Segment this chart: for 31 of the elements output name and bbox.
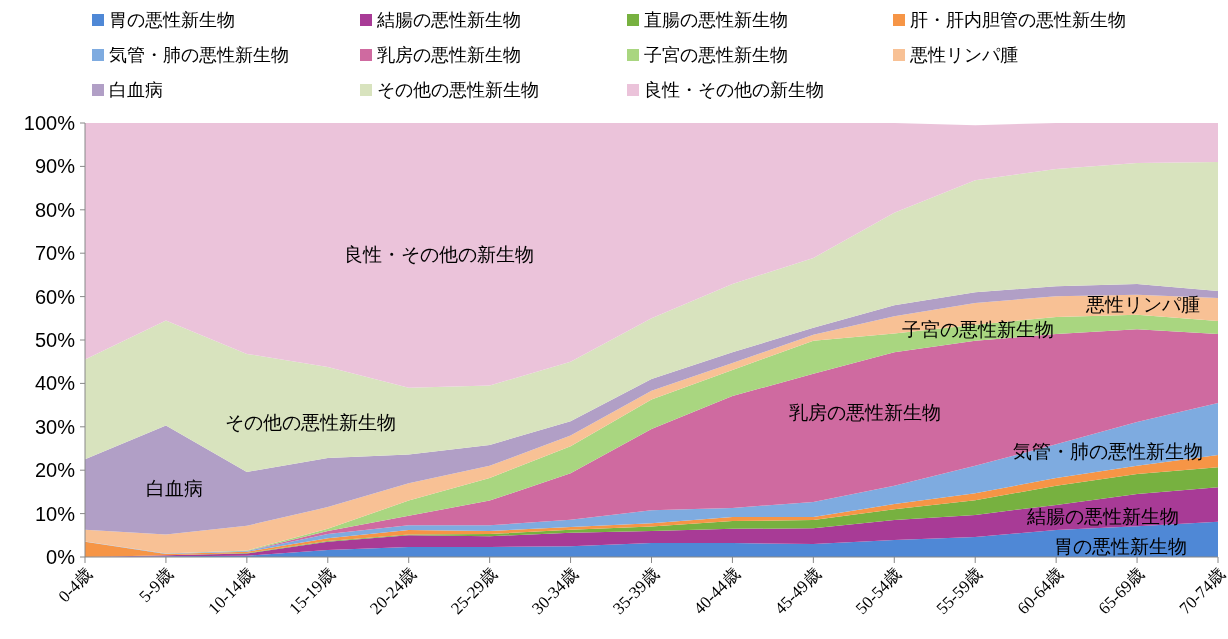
legend-label: その他の悪性新生物	[377, 80, 539, 101]
annotation: その他の悪性新生物	[224, 411, 396, 433]
annotation: 結腸の悪性新生物	[1026, 505, 1179, 527]
y-tick-label: 10%	[34, 502, 76, 525]
y-tick-label: 100%	[23, 112, 76, 134]
y-tick-label: 70%	[34, 242, 76, 265]
y-tick-label: 80%	[34, 198, 76, 221]
legend-label: 良性・その他の新生物	[644, 80, 824, 101]
legend-label: 直腸の悪性新生物	[644, 10, 788, 31]
y-tick-label: 60%	[34, 285, 76, 308]
legend-label: 胃の悪性新生物	[109, 10, 235, 31]
annotation: 悪性リンパ腫	[1085, 293, 1200, 315]
y-tick-label: 40%	[34, 372, 76, 395]
legend-label: 肝・肝内胆管の悪性新生物	[910, 10, 1126, 31]
y-tick-label: 90%	[34, 155, 76, 178]
annotation: 良性・その他の新生物	[344, 243, 534, 265]
annotation: 子宮の悪性新生物	[902, 318, 1054, 340]
legend-label: 白血病	[109, 80, 163, 101]
legend-label: 乳房の悪性新生物	[377, 45, 521, 66]
legend-label: 結腸の悪性新生物	[376, 10, 521, 31]
annotation: 気管・肺の悪性新生物	[1013, 440, 1203, 462]
annotation: 胃の悪性新生物	[1053, 535, 1187, 557]
annotation: 白血病	[145, 477, 203, 499]
annotation: 乳房の悪性新生物	[789, 401, 941, 423]
legend-label: 子宮の悪性新生物	[644, 45, 788, 66]
y-tick-label: 30%	[34, 415, 76, 438]
y-tick-label: 50%	[34, 329, 76, 351]
legend-label: 悪性リンパ腫	[909, 45, 1018, 66]
y-tick-label: 20%	[34, 459, 76, 482]
legend-label: 気管・肺の悪性新生物	[109, 45, 289, 66]
x-tick-label: 5-9歳	[135, 564, 177, 607]
